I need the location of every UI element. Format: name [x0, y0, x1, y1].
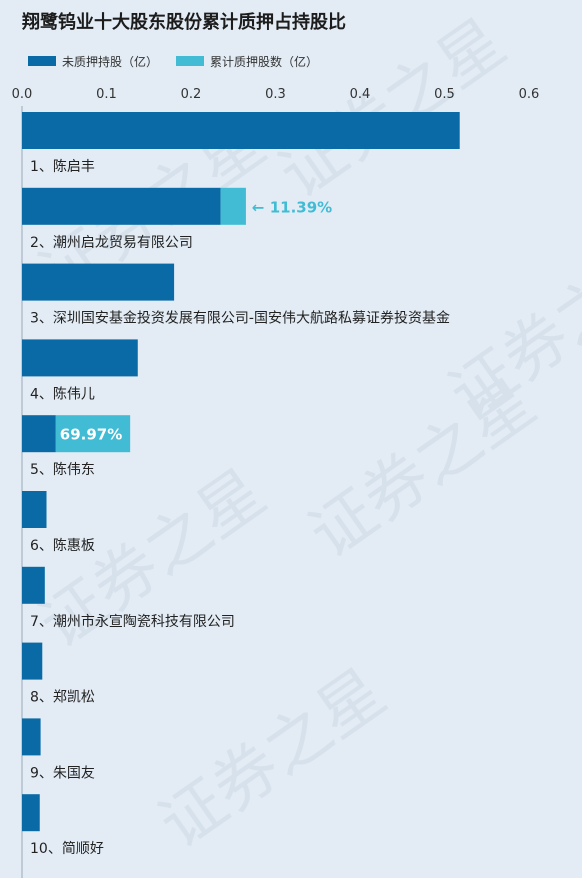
bar-unpledged [22, 112, 460, 149]
category-label: 1、陈启丰 [30, 158, 95, 175]
x-tick-label: 0.3 [265, 87, 286, 102]
category-label: 9、朱国友 [30, 765, 95, 781]
x-tick-label: 0.2 [181, 87, 202, 102]
category-label: 3、深圳国安基金投资发展有限公司-国安伟大航路私募证券投资基金 [30, 310, 450, 327]
x-tick-label: 0.0 [12, 87, 33, 102]
bar-pledged [220, 187, 246, 225]
bar-pledged [55, 415, 131, 453]
category-label: 7、潮州市永宣陶瓷科技有限公司 [30, 613, 235, 630]
data-label-pledge-pct: 69.97% [60, 426, 122, 444]
category-label: 8、郑凯松 [30, 690, 95, 706]
data-label-pledge-pct: ← 11.39% [252, 198, 332, 216]
bar-unpledged [22, 415, 56, 453]
legend-label-pledged: 累计质押股数（亿） [210, 54, 319, 69]
category-label: 2、潮州启龙贸易有限公司 [30, 235, 193, 251]
bar-unpledged [22, 566, 45, 604]
watermark-text: 证券之星 [147, 656, 399, 863]
legend-item-unpledged: 未质押持股（亿） [28, 53, 158, 70]
bar-unpledged [22, 718, 41, 756]
bar-unpledged [22, 263, 175, 301]
x-tick-label: 0.1 [96, 87, 117, 102]
legend: 未质押持股（亿） 累计质押股数（亿） [28, 52, 336, 70]
x-tick-label: 0.4 [350, 87, 371, 102]
legend-label-unpledged: 未质押持股（亿） [62, 54, 159, 69]
category-label: 5、陈伟东 [30, 461, 95, 478]
x-tick-label: 0.6 [519, 87, 540, 102]
bar-unpledged [22, 491, 47, 528]
watermark-text: 证券之星 [27, 456, 279, 663]
bar-unpledged [22, 794, 40, 832]
watermark-text: 证券之星 [267, 6, 519, 213]
bar-unpledged [22, 642, 43, 680]
category-label: 4、陈伟儿 [30, 385, 95, 402]
legend-swatch-pledged [176, 56, 205, 66]
category-label: 10、简顺好 [30, 840, 104, 857]
legend-swatch-unpledged [28, 56, 56, 66]
legend-item-pledged: 累计质押股数（亿） [176, 53, 318, 70]
bar-unpledged [22, 339, 138, 377]
chart-title: 翔鹭钨业十大股东股份累计质押占持股比 [22, 12, 346, 33]
x-tick-label: 0.5 [434, 87, 455, 102]
category-label: 6、陈惠板 [30, 537, 95, 554]
watermark-text: 证券之星 [437, 226, 582, 433]
bar-unpledged [22, 187, 221, 225]
